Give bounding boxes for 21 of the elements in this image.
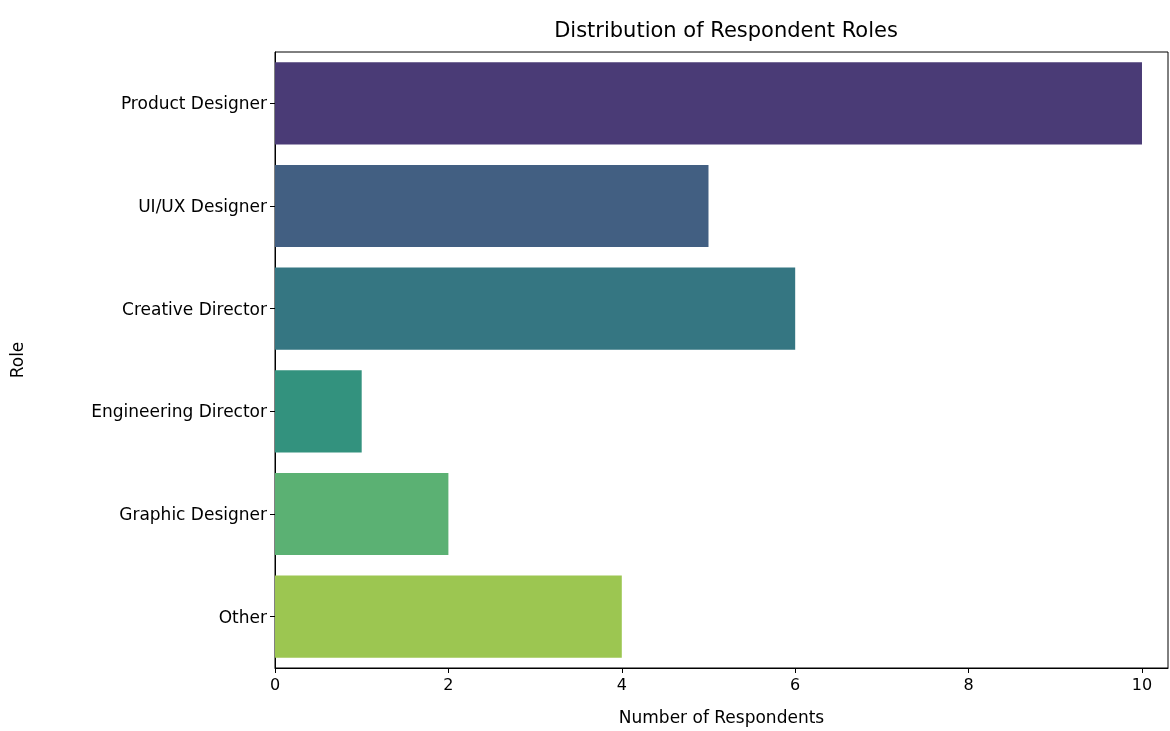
x-tick-label: 2 (443, 674, 454, 694)
y-tick-label: Creative Director (122, 298, 268, 319)
y-tick-label: Engineering Director (91, 401, 267, 422)
x-axis-title: Number of Respondents (618, 706, 825, 727)
bar (275, 164, 709, 248)
bar (275, 370, 362, 453)
y-tick-label: UI/UX Designer (138, 196, 267, 216)
bar (275, 472, 449, 556)
x-tick-label: 8 (963, 674, 974, 694)
x-tick-label: 10 (1131, 674, 1153, 694)
chart-title: Distribution of Respondent Roles (554, 17, 898, 42)
bar (275, 575, 622, 658)
y-tick-label: Product Designer (120, 93, 268, 114)
x-tick-label: 4 (616, 674, 627, 694)
y-tick-label: Graphic Designer (119, 504, 268, 524)
x-tick-label: 0 (269, 674, 281, 694)
bar (275, 62, 1142, 145)
y-tick-label: Other (218, 606, 267, 627)
y-axis-title: Role (6, 341, 27, 379)
x-tick-label: 6 (790, 674, 801, 694)
bar (275, 267, 796, 350)
